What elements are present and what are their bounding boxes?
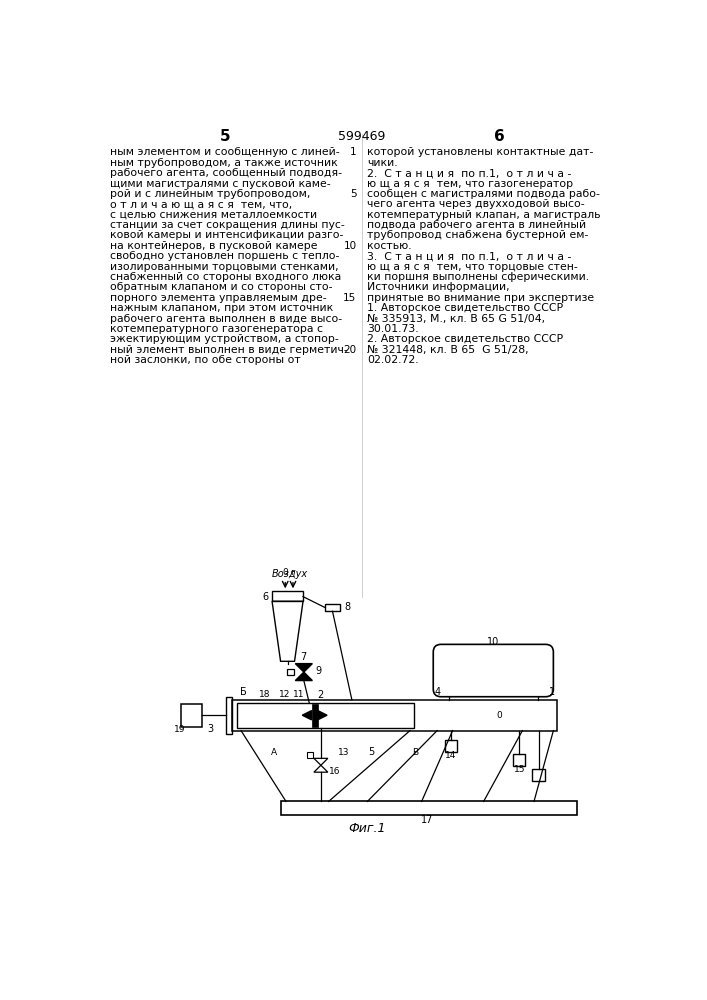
Polygon shape — [296, 664, 312, 672]
Bar — [232, 700, 557, 731]
Text: рабочего агента, сообщенный подводя-: рабочего агента, сообщенный подводя- — [110, 168, 342, 178]
Text: эжектирующим устройством, а стопор-: эжектирующим устройством, а стопор- — [110, 334, 339, 344]
Text: 10: 10 — [487, 637, 499, 647]
Text: ю щ а я с я  тем, что газогенератор: ю щ а я с я тем, что газогенератор — [368, 179, 573, 189]
Text: станции за счет сокращения длины пус-: станции за счет сокращения длины пус- — [110, 220, 345, 230]
Text: 20: 20 — [344, 345, 356, 355]
Bar — [272, 591, 303, 601]
Text: Воздух: Воздух — [272, 569, 308, 579]
Text: Б: Б — [240, 687, 247, 697]
Text: принятые во внимание при экспертизе: принятые во внимание при экспертизе — [368, 293, 595, 303]
Text: костью.: костью. — [368, 241, 412, 251]
Text: рабочего агента выполнен в виде высо-: рабочего агента выполнен в виде высо- — [110, 314, 342, 324]
Text: 10: 10 — [344, 241, 356, 251]
Text: 2.  С т а н ц и я  по п.1,  о т л и ч а -: 2. С т а н ц и я по п.1, о т л и ч а - — [368, 168, 572, 178]
Text: ным элементом и сообщенную с линей-: ным элементом и сообщенную с линей- — [110, 147, 339, 157]
Bar — [312, 704, 317, 727]
Text: которой установлены контактные дат-: которой установлены контактные дат- — [368, 147, 594, 157]
Text: 16: 16 — [329, 768, 340, 776]
Text: Источники информации,: Источники информации, — [368, 282, 510, 292]
Text: г: г — [291, 568, 296, 577]
Text: 02.02.72.: 02.02.72. — [368, 355, 419, 365]
Text: с целью снижения металлоемкости: с целью снижения металлоемкости — [110, 210, 317, 220]
Text: подвода рабочего агента в линейный: подвода рабочего агента в линейный — [368, 220, 587, 230]
Text: 9: 9 — [315, 666, 322, 676]
Bar — [307, 752, 313, 758]
Text: 1: 1 — [350, 147, 356, 157]
Bar — [281, 801, 577, 815]
Text: 12: 12 — [279, 690, 290, 699]
Text: 15: 15 — [513, 765, 525, 774]
Text: 14: 14 — [445, 751, 457, 760]
Text: 6: 6 — [493, 129, 505, 144]
Text: ю щ а я с я  тем, что торцовые стен-: ю щ а я с я тем, что торцовые стен- — [368, 262, 578, 272]
Bar — [532, 769, 545, 781]
Text: ным трубопроводом, а также источник: ным трубопроводом, а также источник — [110, 158, 338, 168]
Text: 19: 19 — [174, 725, 185, 734]
Text: 1. Авторское свидетельство СССР: 1. Авторское свидетельство СССР — [368, 303, 563, 313]
Text: снабженный со стороны входного люка: снабженный со стороны входного люка — [110, 272, 341, 282]
Text: 7: 7 — [300, 652, 306, 662]
Bar — [287, 669, 293, 675]
Text: чего агента через двухходовой высо-: чего агента через двухходовой высо- — [368, 199, 585, 209]
Text: 0: 0 — [496, 711, 502, 720]
Text: 1: 1 — [549, 687, 555, 697]
Bar — [182, 704, 201, 727]
Text: 17: 17 — [421, 815, 433, 825]
Text: на контейнеров, в пусковой камере: на контейнеров, в пусковой камере — [110, 241, 317, 251]
Text: 13: 13 — [339, 748, 350, 757]
Bar — [325, 604, 340, 611]
Bar — [226, 697, 232, 734]
Text: Фиг.1: Фиг.1 — [349, 822, 386, 835]
Text: № 335913, М., кл. В 65 G 51/04,: № 335913, М., кл. В 65 G 51/04, — [368, 314, 546, 324]
Text: ки поршня выполнены сферическими.: ки поршня выполнены сферическими. — [368, 272, 590, 282]
Text: щими магистралями с пусковой каме-: щими магистралями с пусковой каме- — [110, 179, 331, 189]
Text: ной заслонки, по обе стороны от: ной заслонки, по обе стороны от — [110, 355, 300, 365]
Text: 0: 0 — [282, 568, 288, 577]
Text: 15: 15 — [344, 293, 356, 303]
Text: изолированными торцовыми стенками,: изолированными торцовыми стенками, — [110, 262, 339, 272]
Text: рой и с линейным трубопроводом,: рой и с линейным трубопроводом, — [110, 189, 310, 199]
Text: котемпературный клапан, а магистраль: котемпературный клапан, а магистраль — [368, 210, 601, 220]
Text: A: A — [271, 748, 277, 757]
Text: ковой камеры и интенсификации разго-: ковой камеры и интенсификации разго- — [110, 231, 344, 240]
Text: нажным клапаном, при этом источник: нажным клапаном, при этом источник — [110, 303, 333, 313]
Bar — [237, 703, 414, 728]
Text: 8: 8 — [344, 602, 350, 612]
Text: свободно установлен поршень с тепло-: свободно установлен поршень с тепло- — [110, 251, 339, 261]
Text: 5: 5 — [221, 129, 231, 144]
Text: сообщен с магистралями подвода рабо-: сообщен с магистралями подвода рабо- — [368, 189, 600, 199]
Text: 2: 2 — [317, 690, 324, 700]
Text: 30.01.73.: 30.01.73. — [368, 324, 419, 334]
Text: 599469: 599469 — [338, 130, 385, 143]
Bar — [513, 754, 525, 766]
Text: котемпературного газогенератора с: котемпературного газогенератора с — [110, 324, 323, 334]
Text: 6: 6 — [262, 592, 268, 602]
Text: 18: 18 — [259, 690, 271, 699]
Text: порного элемента управляемым дре-: порного элемента управляемым дре- — [110, 293, 327, 303]
Bar — [445, 740, 457, 752]
Text: 3: 3 — [207, 724, 213, 734]
Text: 2. Авторское свидетельство СССР: 2. Авторское свидетельство СССР — [368, 334, 563, 344]
Text: обратным клапаном и со стороны сто-: обратным клапаном и со стороны сто- — [110, 282, 332, 292]
Text: о т л и ч а ю щ а я с я  тем, что,: о т л и ч а ю щ а я с я тем, что, — [110, 199, 292, 209]
Text: 4: 4 — [434, 687, 440, 697]
Text: трубопровод снабжена бустерной ем-: трубопровод снабжена бустерной ем- — [368, 231, 589, 240]
Polygon shape — [303, 711, 312, 720]
Text: 11: 11 — [293, 690, 305, 699]
Text: ный элемент выполнен в виде герметич-: ный элемент выполнен в виде герметич- — [110, 345, 348, 355]
Text: чики.: чики. — [368, 158, 398, 168]
Polygon shape — [317, 711, 327, 720]
Text: 5: 5 — [368, 747, 375, 757]
Text: 3.  С т а н ц и я  по п.1,  о т л и ч а -: 3. С т а н ц и я по п.1, о т л и ч а - — [368, 251, 572, 261]
Polygon shape — [296, 672, 312, 681]
Text: В: В — [412, 748, 419, 757]
Text: № 321448, кл. В 65  G 51/28,: № 321448, кл. В 65 G 51/28, — [368, 345, 529, 355]
Text: 5: 5 — [350, 189, 356, 199]
